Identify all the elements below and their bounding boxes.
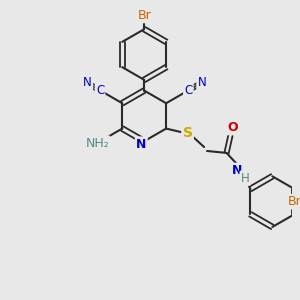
Text: N: N: [83, 76, 92, 89]
Text: C: C: [96, 84, 104, 97]
Text: Br: Br: [287, 195, 300, 208]
Text: H: H: [241, 172, 249, 185]
Text: C: C: [184, 84, 193, 97]
Text: N: N: [197, 76, 206, 89]
Text: O: O: [227, 121, 238, 134]
Text: N: N: [232, 164, 242, 177]
Text: S: S: [183, 126, 193, 140]
Text: N: N: [136, 138, 146, 151]
Text: Br: Br: [137, 9, 151, 22]
Text: NH₂: NH₂: [85, 137, 109, 150]
